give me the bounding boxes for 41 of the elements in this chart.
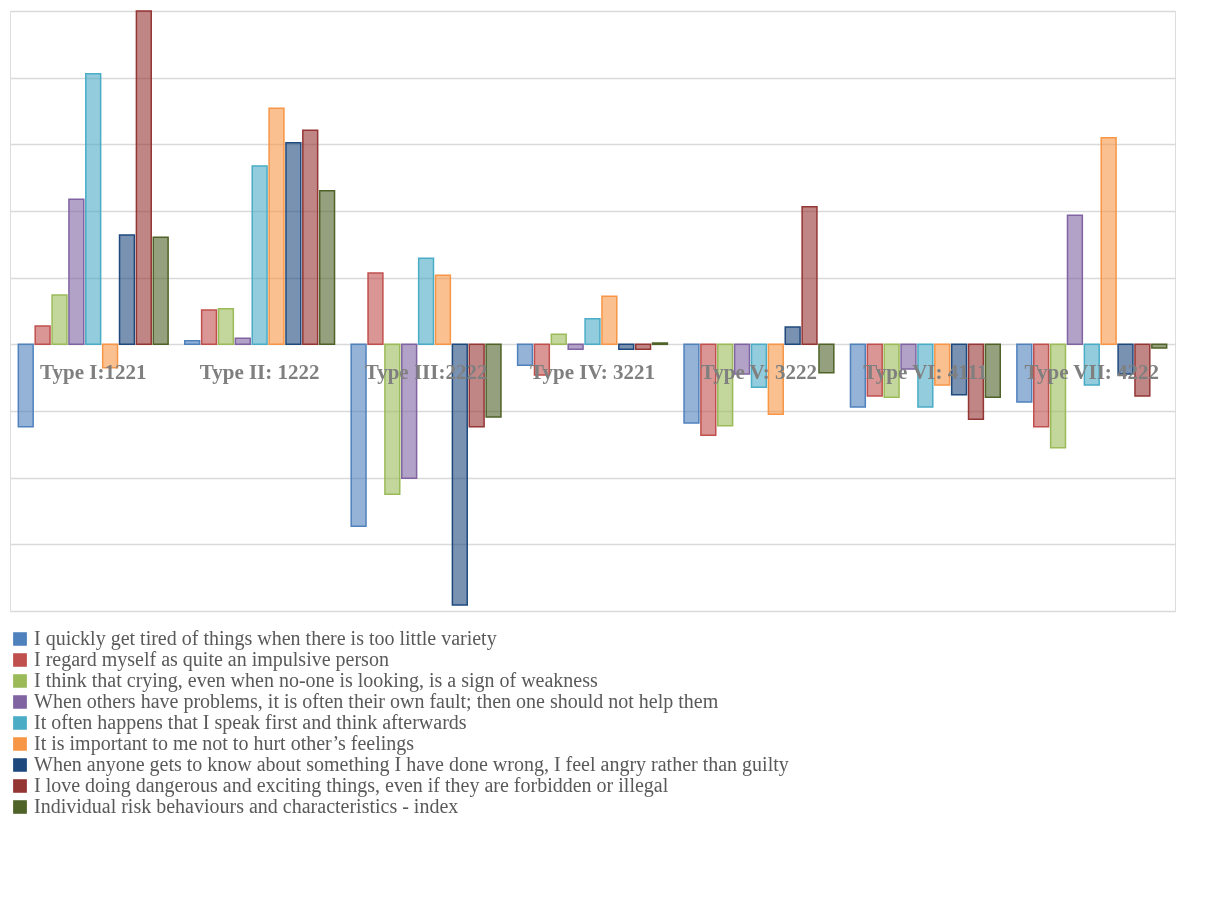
bar: [1151, 343, 1168, 349]
x-tick-label: Type II: 1222: [199, 360, 320, 385]
x-tick-label: Type I:1221: [40, 360, 147, 385]
bar: [417, 257, 435, 346]
bar: [302, 129, 319, 346]
bar: [801, 205, 818, 346]
bar: [318, 189, 336, 346]
bar: [217, 307, 235, 346]
bar: [485, 343, 502, 418]
x-tick-label: Type III:2222: [364, 360, 488, 385]
bar: [68, 198, 85, 346]
bar: [135, 10, 152, 346]
bar: [1066, 214, 1084, 346]
bar: [184, 339, 201, 346]
bar: [34, 325, 51, 346]
bar: [567, 343, 584, 351]
bar: [784, 326, 801, 346]
bar: [268, 107, 285, 346]
bar: [601, 295, 618, 346]
bar: [618, 343, 635, 351]
bar: [550, 333, 567, 346]
bar: [200, 309, 218, 346]
bar: [434, 274, 452, 346]
bar: [285, 141, 302, 346]
x-tick-label: Type IV: 3221: [530, 360, 655, 385]
bar: [584, 317, 601, 346]
bar: [634, 343, 652, 351]
bar: [51, 294, 68, 346]
bar: [17, 343, 34, 428]
bar: [251, 165, 268, 346]
bar: [683, 343, 700, 424]
bar: [118, 234, 136, 346]
bar: [234, 337, 251, 346]
bar: [367, 272, 384, 346]
bar: [152, 236, 169, 346]
legend-label: I quickly get tired of things when there is too little variety: [34, 627, 497, 650]
bar: [85, 72, 102, 346]
bar: [1100, 136, 1117, 346]
bar: [818, 343, 835, 374]
bar: [350, 343, 367, 528]
bar: [516, 343, 534, 367]
